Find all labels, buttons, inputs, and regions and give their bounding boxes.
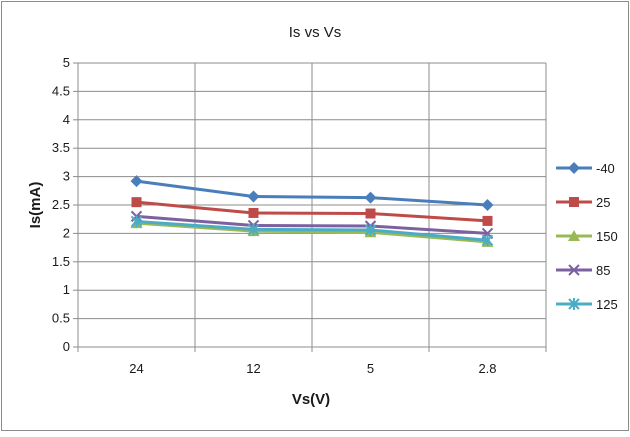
data-point (483, 216, 493, 226)
chart-title: Is vs Vs (289, 24, 342, 41)
x-tick-label: 5 (367, 361, 374, 376)
y-axis-label: Is(mA) (27, 182, 44, 229)
legend-label: 125 (596, 297, 618, 312)
y-tick-label: 5 (63, 55, 70, 70)
y-tick-label: 1.5 (52, 254, 70, 269)
chart-border (2, 2, 629, 431)
x-tick-label: 12 (246, 361, 260, 376)
x-tick-label: 24 (129, 361, 143, 376)
data-point (132, 197, 142, 207)
legend-marker (569, 197, 579, 207)
x-tick-label: 2.8 (478, 361, 496, 376)
data-point (249, 208, 259, 218)
x-axis-label: Vs(V) (292, 391, 330, 408)
y-tick-label: 0 (63, 339, 70, 354)
y-tick-label: 2 (63, 225, 70, 240)
y-tick-label: 4.5 (52, 83, 70, 98)
data-point (366, 209, 376, 219)
y-tick-label: 3 (63, 169, 70, 184)
legend-label: 25 (596, 195, 610, 210)
y-tick-label: 2.5 (52, 197, 70, 212)
y-tick-label: 3.5 (52, 140, 70, 155)
y-tick-label: 1 (63, 282, 70, 297)
y-tick-label: 0.5 (52, 311, 70, 326)
y-tick-label: 4 (63, 112, 70, 127)
legend-label: -40 (596, 161, 615, 176)
legend-label: 150 (596, 229, 618, 244)
legend-label: 85 (596, 263, 610, 278)
